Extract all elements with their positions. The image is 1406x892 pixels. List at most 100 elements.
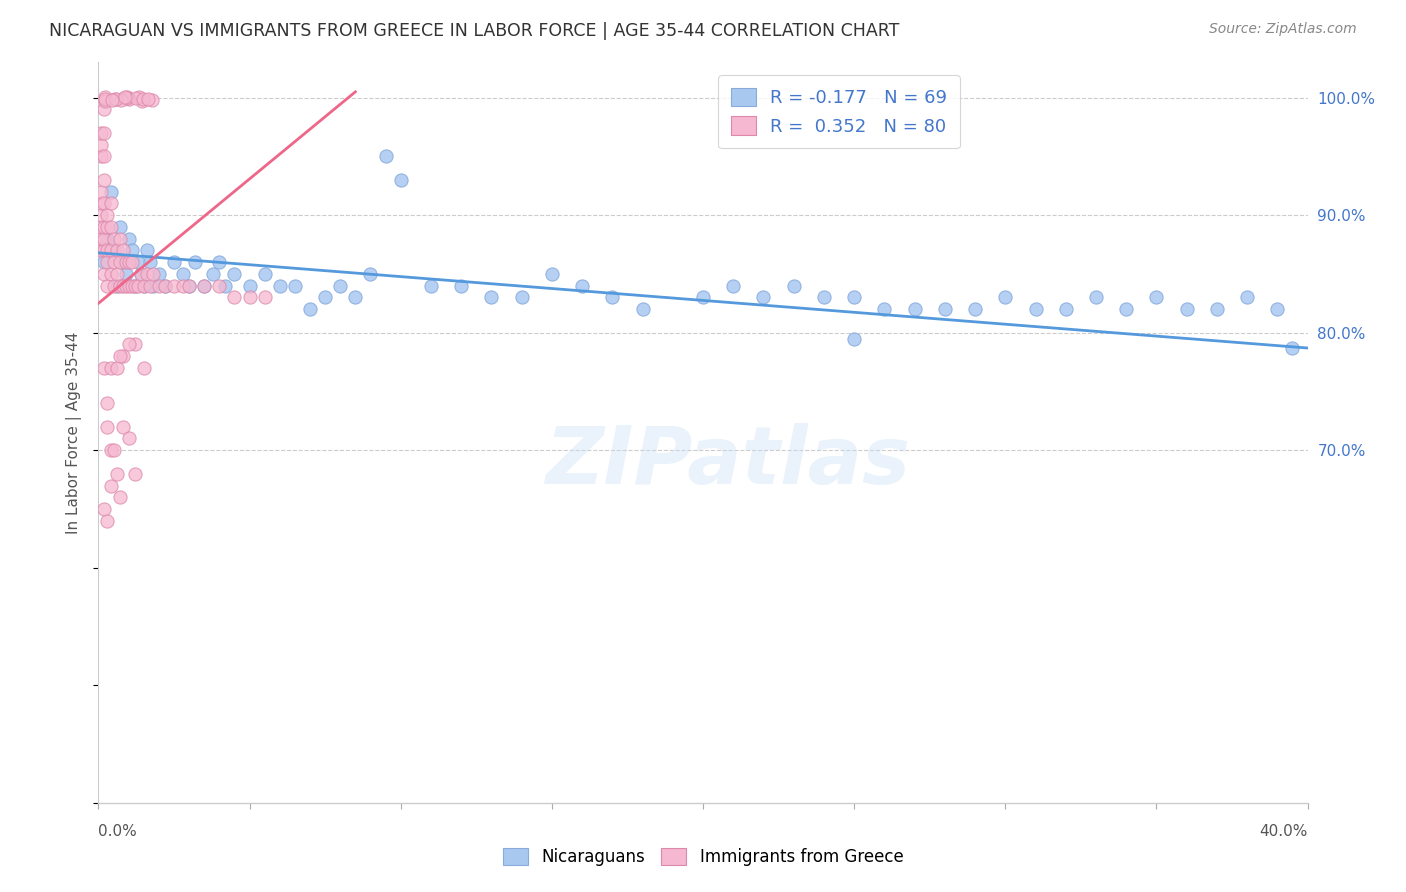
Point (100, 244, 122, 258)
Point (96, 419, 118, 434)
Text: 0.0%: 0.0% (98, 824, 138, 839)
Point (571, 278, 593, 293)
Point (172, 267, 194, 281)
Point (105, 93, 128, 107)
Point (208, 255, 231, 269)
Point (1206, 302, 1229, 317)
Point (114, 90, 136, 104)
Point (142, 267, 165, 281)
Point (153, 278, 176, 293)
Point (844, 332, 866, 346)
Point (142, 278, 165, 293)
Point (193, 278, 215, 293)
Point (1024, 302, 1046, 317)
Point (1085, 290, 1108, 304)
Point (112, 91, 135, 105)
Point (631, 302, 654, 317)
Point (450, 278, 472, 293)
Point (100, 443, 122, 458)
Point (90, 208, 112, 222)
Point (115, 91, 138, 105)
Point (96, 514, 118, 528)
Point (141, 93, 163, 107)
Point (172, 278, 194, 293)
Point (114, 267, 136, 281)
Point (111, 419, 134, 434)
Point (108, 219, 131, 234)
Point (783, 278, 806, 293)
Point (111, 255, 134, 269)
Point (105, 267, 128, 281)
Point (148, 267, 170, 281)
Point (118, 337, 141, 351)
Point (193, 278, 215, 293)
Point (132, 278, 155, 293)
Point (96, 219, 118, 234)
Point (111, 244, 134, 258)
Point (129, 267, 152, 281)
Point (128, 89, 150, 103)
Point (139, 255, 162, 269)
Point (96, 278, 118, 293)
Point (132, 278, 155, 293)
Point (96, 232, 118, 246)
Point (329, 278, 352, 293)
Point (374, 149, 396, 163)
Point (118, 92, 141, 106)
Point (93, 361, 115, 376)
Point (93, 232, 115, 246)
Point (136, 92, 159, 106)
Point (540, 267, 562, 281)
Point (1144, 290, 1167, 304)
Point (360, 267, 382, 281)
Point (94, 94, 117, 108)
Point (121, 255, 143, 269)
Point (284, 278, 307, 293)
Point (163, 255, 186, 269)
Point (108, 278, 131, 293)
Legend: R = -0.177   N = 69, R =  0.352   N = 80: R = -0.177 N = 69, R = 0.352 N = 80 (718, 75, 960, 148)
Point (253, 267, 276, 281)
Point (93, 502, 115, 516)
Point (93, 267, 115, 281)
Point (179, 278, 201, 293)
Point (844, 290, 866, 304)
Point (100, 219, 122, 234)
Point (110, 93, 132, 107)
Text: NICARAGUAN VS IMMIGRANTS FROM GREECE IN LABOR FORCE | AGE 35-44 CORRELATION CHAR: NICARAGUAN VS IMMIGRANTS FROM GREECE IN … (49, 22, 900, 40)
Point (93, 126, 115, 140)
Point (111, 278, 134, 293)
Point (105, 278, 128, 293)
Point (239, 290, 262, 304)
Point (105, 467, 128, 481)
Point (93, 103, 115, 117)
Point (184, 255, 207, 269)
Point (108, 232, 131, 246)
Point (103, 232, 125, 246)
Point (813, 290, 835, 304)
Point (108, 255, 131, 269)
Text: ZIPatlas: ZIPatlas (544, 423, 910, 501)
Point (121, 278, 143, 293)
Point (118, 232, 141, 246)
Point (1267, 302, 1289, 317)
Point (202, 267, 225, 281)
Point (94, 90, 117, 104)
Point (103, 244, 125, 258)
Point (602, 290, 624, 304)
Point (253, 290, 276, 304)
Point (214, 278, 236, 293)
Point (510, 290, 533, 304)
Point (93, 149, 115, 163)
Point (103, 278, 125, 293)
Point (723, 278, 745, 293)
Point (115, 90, 138, 104)
Point (90, 232, 112, 246)
Point (101, 93, 124, 107)
Point (135, 267, 157, 281)
Point (103, 255, 125, 269)
Point (135, 244, 157, 258)
Point (481, 290, 503, 304)
Point (965, 302, 987, 317)
Point (105, 244, 128, 258)
